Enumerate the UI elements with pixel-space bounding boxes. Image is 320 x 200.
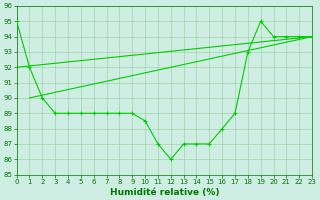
X-axis label: Humidité relative (%): Humidité relative (%): [110, 188, 219, 197]
